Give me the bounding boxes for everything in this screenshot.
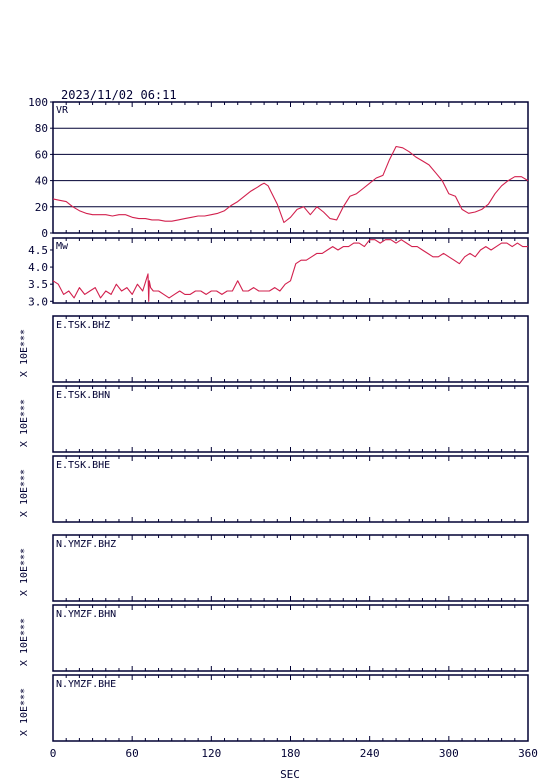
trace-panel-frame (52, 604, 529, 672)
trace-panel-frame (52, 385, 529, 453)
mw-panel-label: Mw (56, 241, 69, 252)
trace-scale-label: X 10E*** (19, 688, 30, 736)
mw-y-tick-label: 4.0 (28, 261, 48, 274)
trace-label: E.TSK.BHN (56, 390, 110, 401)
figure-timestamp: 2023/11/02 06:11 (61, 88, 177, 102)
x-tick-label: 0 (50, 747, 57, 760)
vr-y-tick-label: 40 (35, 175, 48, 188)
trace-scale-label: X 10E*** (19, 469, 30, 517)
trace-label: E.TSK.BHZ (56, 320, 110, 331)
vr-y-tick-label: 0 (41, 227, 48, 240)
mw-y-tick-label: 4.5 (28, 244, 48, 257)
trace-panel-frame (52, 455, 529, 523)
x-axis-label: SEC (280, 768, 300, 781)
trace-scale-label: X 10E*** (19, 399, 30, 447)
vr-y-tick-label: 100 (28, 96, 48, 109)
vr-series-line (52, 145, 529, 224)
x-tick-label: 120 (201, 747, 221, 760)
mw-y-tick-label: 3.0 (28, 295, 48, 308)
trace-label: N.YMZF.BHN (56, 609, 116, 620)
trace-scale-label: X 10E*** (19, 618, 30, 666)
vr-y-tick-label: 60 (35, 148, 48, 161)
x-tick-label: 360 (518, 747, 538, 760)
x-tick-label: 60 (126, 747, 139, 760)
trace-scale-label: X 10E*** (19, 548, 30, 596)
vr-y-tick-label: 80 (35, 122, 48, 135)
vr-panel-label: VR (56, 105, 69, 116)
vr-y-tick-label: 20 (35, 201, 48, 214)
x-tick-label: 300 (439, 747, 459, 760)
trace-scale-label: X 10E*** (19, 329, 30, 377)
trace-label: N.YMZF.BHE (56, 679, 116, 690)
trace-label: E.TSK.BHE (56, 460, 110, 471)
x-tick-label: 180 (281, 747, 301, 760)
trace-panel-frame (52, 674, 529, 742)
trace-label: N.YMZF.BHZ (56, 539, 116, 550)
trace-panel-frame (52, 534, 529, 602)
vr-panel-frame (52, 101, 529, 234)
mw-panel-frame (52, 237, 529, 304)
mw-series-line (52, 239, 528, 302)
x-tick-label: 240 (360, 747, 380, 760)
trace-panel-frame (52, 315, 529, 383)
mw-y-tick-label: 3.5 (28, 278, 48, 291)
